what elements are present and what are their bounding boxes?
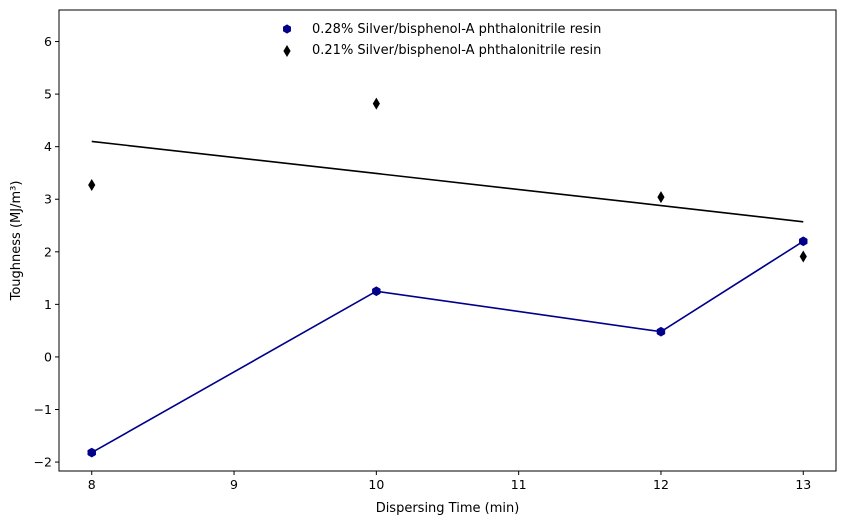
y-tick-label: 3 xyxy=(44,192,52,207)
series-2-point xyxy=(799,250,807,263)
x-axis-label: Dispersing Time (min) xyxy=(376,501,520,516)
legend: 0.28% Silver/bisphenol-A phthalonitrile … xyxy=(283,22,601,58)
x-tick-label: 8 xyxy=(88,477,96,492)
y-tick-label: −1 xyxy=(34,402,52,417)
series-1-point xyxy=(372,286,381,297)
plot-layer xyxy=(87,97,808,458)
x-tick-label: 11 xyxy=(511,477,527,492)
series-1-line xyxy=(91,240,804,454)
legend-label-series-2: 0.21% Silver/bisphenol-A phthalonitrile … xyxy=(312,43,601,58)
legend-hexagon-icon xyxy=(283,24,291,34)
y-tick-label: −2 xyxy=(34,455,52,470)
legend-marker-diamond xyxy=(283,45,291,57)
y-tick-label: 1 xyxy=(44,297,52,312)
series-2-point xyxy=(88,179,96,192)
series-2-trend-line xyxy=(91,140,804,223)
y-tick-label: 6 xyxy=(44,34,52,49)
y-axis-label: Toughness (MJ/m³) xyxy=(9,181,24,302)
y-tick-label: 4 xyxy=(44,139,52,154)
series-2-point xyxy=(657,191,665,204)
legend-diamond-icon xyxy=(283,45,291,57)
plot-frame xyxy=(58,9,837,472)
legend-label-series-1: 0.28% Silver/bisphenol-A phthalonitrile … xyxy=(312,22,601,37)
series-1-point xyxy=(87,447,96,458)
y-tick-label: 5 xyxy=(44,87,52,102)
series-1-point xyxy=(799,236,808,247)
x-tick-label: 12 xyxy=(653,477,669,492)
y-tick-label: 2 xyxy=(44,244,52,259)
y-tick-label: 0 xyxy=(44,349,52,364)
series-1-point xyxy=(656,326,666,337)
legend-marker-hexagon xyxy=(283,24,291,34)
x-tick-label: 13 xyxy=(795,477,811,492)
x-tick-label: 10 xyxy=(368,477,384,492)
x-tick-label: 9 xyxy=(230,477,238,492)
series-2-point xyxy=(372,97,380,110)
